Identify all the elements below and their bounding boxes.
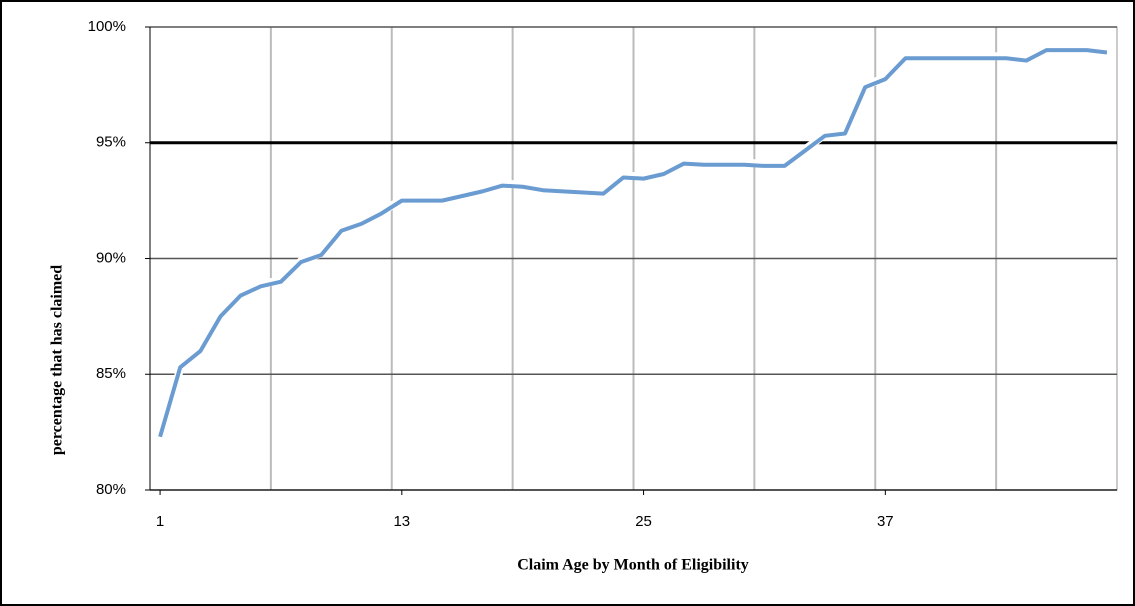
y-tick-label: 85% — [96, 365, 126, 382]
y-tick-label: 90% — [96, 249, 126, 266]
x-tick-label: 25 — [635, 513, 652, 530]
x-tick-label: 37 — [877, 513, 894, 530]
x-tick-label: 13 — [393, 513, 410, 530]
y-tick-label: 100% — [88, 18, 126, 35]
series-line — [158, 48, 1108, 438]
x-tick-label: 1 — [156, 513, 164, 530]
y-tick-label: 80% — [96, 481, 126, 498]
y-axis-label: percentage that has claimed — [49, 265, 66, 455]
y-tick-label: 95% — [96, 134, 126, 151]
x-axis-label: Claim Age by Month of Eligibility — [517, 557, 749, 574]
